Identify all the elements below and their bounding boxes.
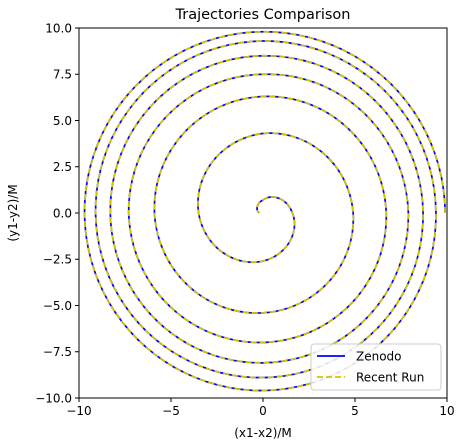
x-tick-label: 10 — [439, 404, 454, 418]
y-tick-label: 10.0 — [45, 21, 72, 35]
y-tick-label: −10.0 — [35, 391, 72, 405]
legend-label-zenodo: Zenodo — [356, 350, 402, 364]
chart-title: Trajectories Comparison — [175, 7, 351, 23]
plot-area — [79, 28, 447, 398]
x-axis-ticks: −10 −5 0 5 10 — [66, 398, 454, 418]
x-tick-label: −5 — [162, 404, 180, 418]
y-tick-label: −5.0 — [43, 299, 72, 313]
x-tick-label: 0 — [259, 404, 267, 418]
y-tick-label: 2.5 — [53, 160, 72, 174]
y-tick-label: 5.0 — [53, 114, 72, 128]
legend-label-recent-run: Recent Run — [356, 371, 424, 385]
y-tick-label: −2.5 — [43, 253, 72, 267]
y-tick-label: 0.0 — [53, 206, 72, 220]
y-tick-label: 7.5 — [53, 68, 72, 82]
y-axis-label: (y1-y2)/M — [6, 184, 20, 241]
series-line-recent-run — [85, 32, 446, 391]
x-axis-label: (x1-x2)/M — [234, 426, 292, 440]
legend: Zenodo Recent Run — [311, 344, 441, 390]
x-tick-label: 5 — [351, 404, 359, 418]
y-axis-ticks: −10.0 −7.5 −5.0 −2.5 0.0 2.5 5.0 7.5 10.0 — [35, 21, 79, 405]
y-tick-label: −7.5 — [43, 345, 72, 359]
x-tick-label: −10 — [66, 404, 91, 418]
series-line-zenodo — [85, 32, 446, 391]
